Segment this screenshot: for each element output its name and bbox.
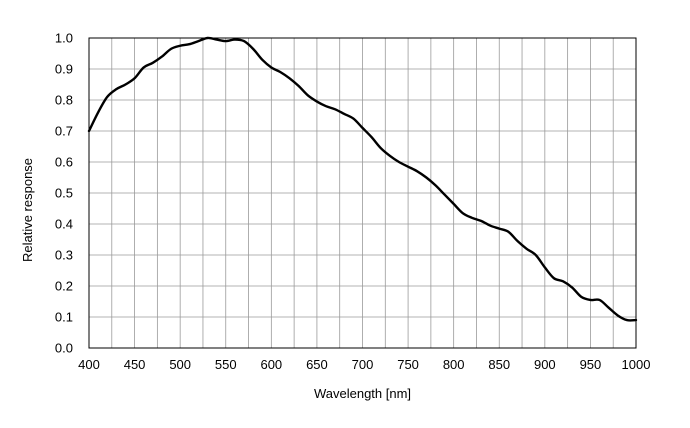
x-tick-label: 900 (534, 357, 556, 372)
x-tick-label: 850 (488, 357, 510, 372)
relative-response-curve (87, 36, 638, 322)
x-tick-label: 550 (215, 357, 237, 372)
x-tick-label: 650 (306, 357, 328, 372)
y-tick-label: 0.0 (55, 341, 73, 356)
x-tick-label: 800 (443, 357, 465, 372)
plot-area-frame (88, 37, 637, 349)
y-tick-label: 0.8 (55, 93, 73, 108)
y-tick-label: 0.2 (55, 279, 73, 294)
y-axis-title: Relative response (20, 158, 35, 262)
x-tick-label: 750 (397, 357, 419, 372)
grid-lines (89, 38, 636, 348)
y-tick-label: 1.0 (55, 31, 73, 46)
x-tick-label: 450 (124, 357, 146, 372)
y-tick-label: 0.3 (55, 248, 73, 263)
y-tick-label: 0.4 (55, 217, 73, 232)
y-tick-label: 0.6 (55, 155, 73, 170)
y-axis-ticks: 0.0 0.1 0.2 0.3 0.4 0.5 0.6 0.7 0.8 0.9 1.0 (55, 31, 73, 356)
x-tick-label: 700 (352, 357, 374, 372)
y-tick-label: 0.5 (55, 186, 73, 201)
x-tick-label: 500 (169, 357, 191, 372)
x-axis-ticks: 400 450 500 550 600 650 700 750 800 850 900 950 1000 (78, 357, 650, 372)
x-tick-label: 400 (78, 357, 100, 372)
y-tick-label: 0.7 (55, 124, 73, 139)
y-tick-label: 0.9 (55, 62, 73, 77)
y-tick-label: 0.1 (55, 310, 73, 325)
x-tick-label: 600 (260, 357, 282, 372)
x-tick-label: 950 (580, 357, 602, 372)
x-tick-label: 1000 (622, 357, 651, 372)
x-axis-title: Wavelength [nm] (314, 386, 411, 401)
